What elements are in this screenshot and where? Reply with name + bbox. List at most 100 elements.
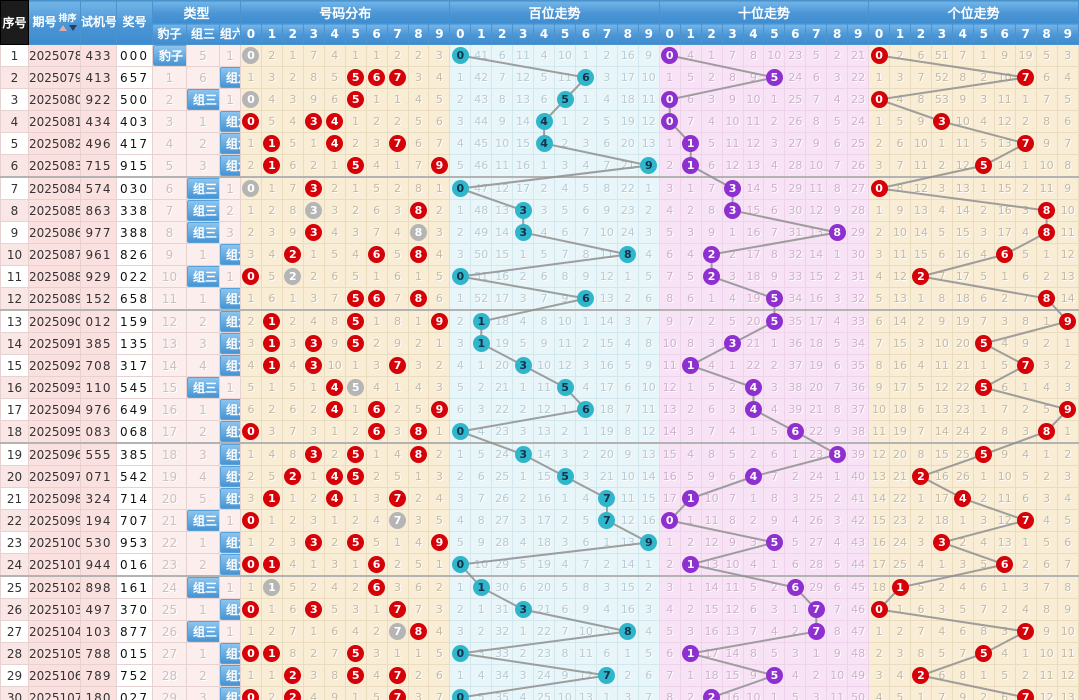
units-cell: 9 [1014,332,1037,355]
miss-count: 3 [268,226,276,239]
tens-cell: 6 [679,287,702,311]
miss-count: 1 [980,359,988,372]
units-cell: 3 [930,110,953,133]
miss-count: 51 [934,49,949,62]
miss-count: 16 [746,226,761,239]
hundreds-cell: 2 [554,509,577,532]
miss-count: 3 [414,71,422,84]
units-cell: 1 [1035,442,1058,466]
tens-cell: 9 [658,309,681,333]
miss-count: 1 [645,558,653,571]
table-row: 262025103497370251组六01635317732131321694… [0,598,1079,621]
miss-count: 2 [687,536,695,549]
miss-count: 4 [875,270,883,283]
tens-cell: 8 [826,442,849,466]
units-cell: 6 [951,620,974,643]
tens-cell: 21 [742,332,765,355]
units-cell: 1 [972,44,995,67]
miss-count: 1 [456,448,464,461]
hundreds-cell: 5 [554,199,577,222]
miss-count: 1 [394,381,402,394]
miss-count: 3 [394,581,402,594]
dist-cell: 5 [344,664,367,687]
tens-cell: 14 [805,243,828,266]
dist-cell: 6 [365,420,388,444]
tens-cell: 10 [826,664,849,687]
units-cell: 3 [1056,376,1079,399]
miss-count: 4 [1043,514,1051,527]
tens-cell: 4 [700,354,723,377]
type-miss-count: 25 [161,602,178,617]
miss-count: 8 [749,49,757,62]
units-cell: 3 [1035,354,1058,377]
miss-count: 38 [788,381,803,394]
tens-hit-circle: 3 [724,180,742,197]
miss-count: 11 [641,403,656,416]
miss-count: 6 [687,292,695,305]
dist-hit-circle: 8 [409,202,427,219]
hundreds-cell: 16 [616,598,639,621]
units-cell: 1 [1014,531,1037,554]
dist-cell: 1 [240,664,262,687]
miss-count: 2 [770,359,778,372]
test-number-cell: 708 [80,354,117,377]
dist-cell: 1 [260,598,283,621]
sort-desc-icon[interactable] [68,24,77,31]
dist-cell: 1 [344,176,367,200]
hundreds-cell: 11 [512,44,535,67]
miss-count: 18 [746,270,761,283]
units-hit-circle: 7 [1017,623,1035,640]
units-hit-circle: 1 [891,579,909,596]
dist-cell: 1 [365,265,388,288]
hundreds-cell: 46 [470,154,493,178]
dist-cell: 4 [428,620,451,643]
units-cell: 7 [951,642,974,665]
sort-asc-icon[interactable] [58,24,67,31]
miss-count: 2 [435,204,443,217]
type-cell: 8 [152,221,187,244]
units-cell: 2 [930,575,953,599]
dist-cell: 7 [281,176,304,200]
dist-cell: 3 [344,221,367,244]
miss-count: 4 [917,359,925,372]
tens-cell: 1 [658,132,681,155]
sort-widget[interactable]: 排序 [58,14,77,31]
hundreds-cell: 5 [512,332,535,355]
dist-cell: 4 [281,553,304,577]
dist-cell: 5 [260,265,283,288]
dist-cell: 6 [365,66,388,89]
tens-cell: 2 [700,686,723,700]
miss-count: 4 [373,514,381,527]
hundreds-cell: 1 [595,531,618,554]
miss-count: 3 [435,49,443,62]
miss-count: 12 [1060,248,1075,261]
miss-count: 5 [414,115,422,128]
dist-cell: 1 [428,553,451,577]
units-cell: 2 [1014,398,1037,421]
tens-cell: 9 [826,199,849,222]
tens-cell: 14 [700,575,723,599]
hundreds-cell: 6 [533,265,556,288]
miss-count: 24 [537,669,552,682]
type-cell: 5 [186,44,220,67]
hundreds-cell: 18 [595,398,618,421]
tens-cell: 10 [805,154,828,178]
dist-cell: 4 [260,243,283,266]
miss-count: 21 [955,359,970,372]
miss-count: 22 [955,381,970,394]
miss-count: 7 [289,425,297,438]
miss-count: 4 [519,315,527,328]
table-row: 182025095083068172组六03731263810423313211… [0,420,1079,444]
miss-count: 33 [851,315,866,328]
miss-count: 1 [1022,536,1030,549]
miss-count: 3 [791,492,799,505]
miss-count: 4 [289,558,297,571]
miss-count: 22 [851,71,866,84]
type-miss-count: 5 [199,491,207,506]
type-cell: 组六 [218,420,242,444]
miss-count: 4 [624,337,632,350]
type-miss-count: 1 [199,646,207,661]
miss-count: 1 [352,115,360,128]
miss-count: 10 [725,115,740,128]
miss-count: 5 [519,337,527,350]
